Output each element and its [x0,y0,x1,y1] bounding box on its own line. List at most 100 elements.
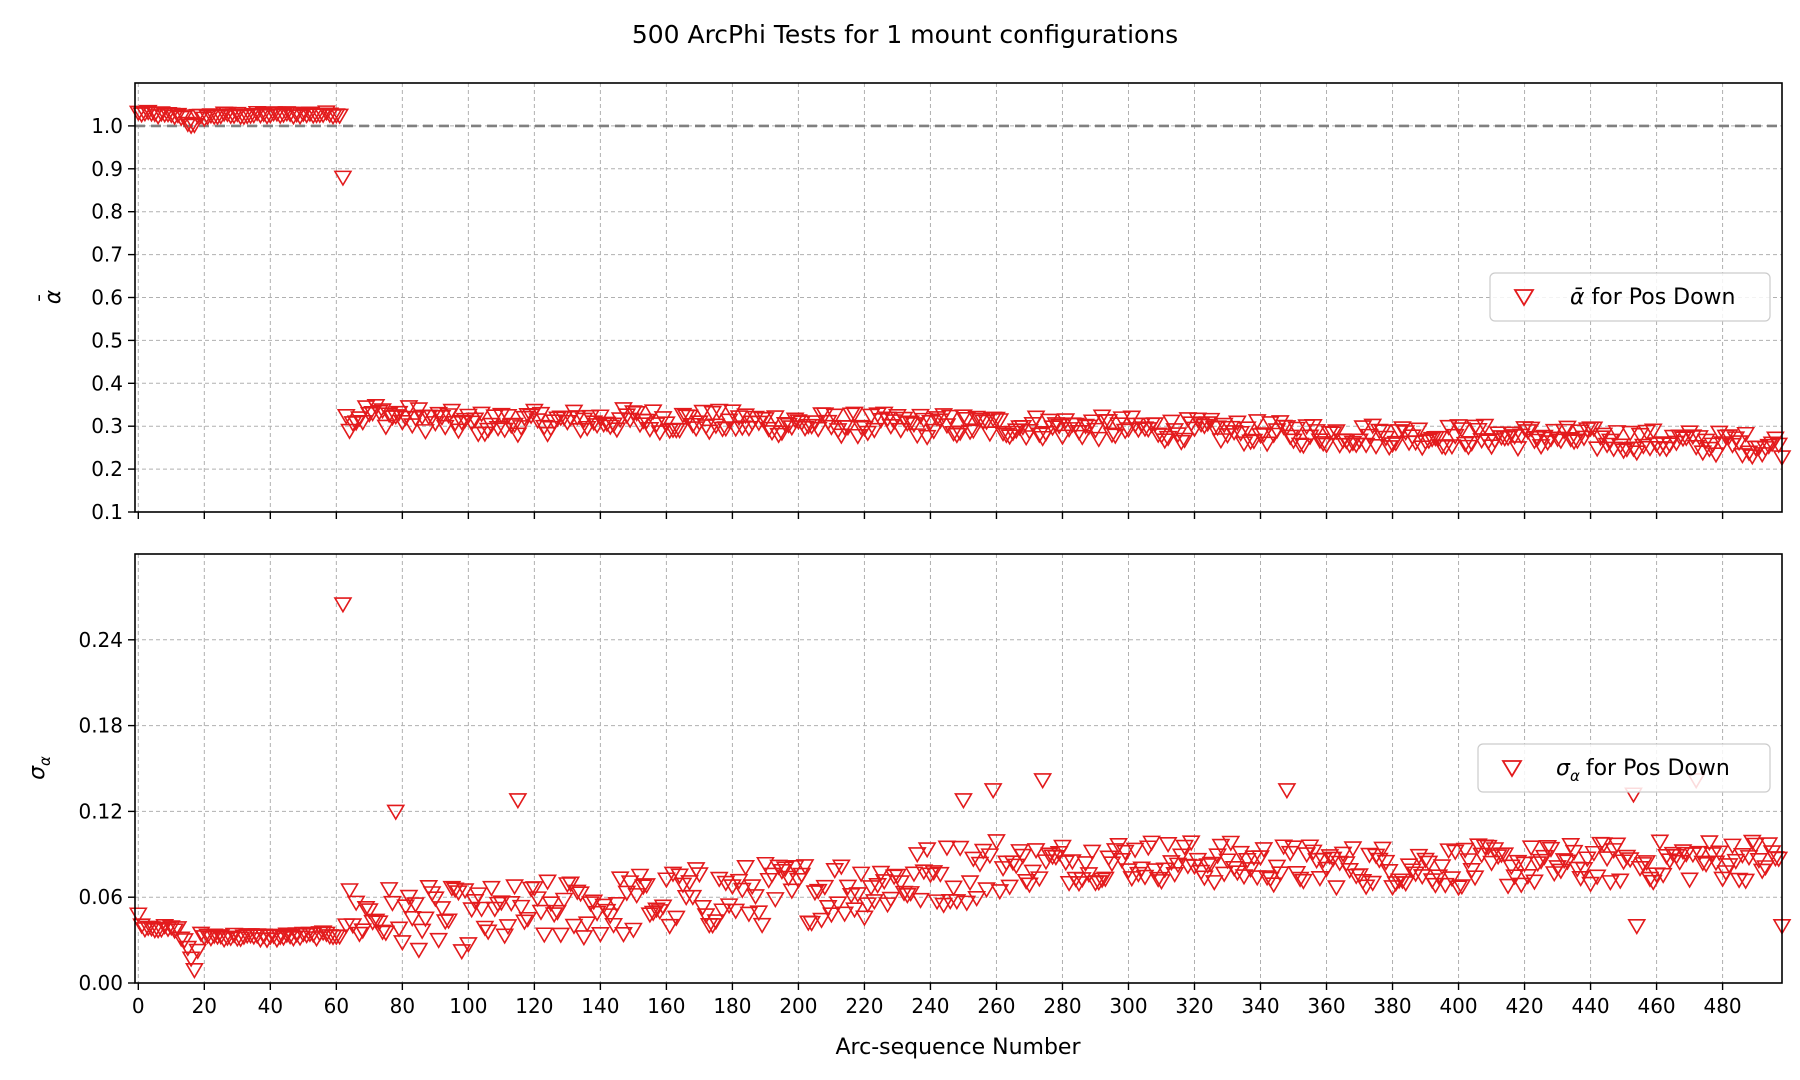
top-data-point [1003,425,1023,442]
bottom-data-point [1564,844,1584,861]
bottom-data-point [1478,839,1498,856]
bottom-data-point [742,879,762,896]
top-data-point [709,403,729,420]
top-data-point [600,419,620,436]
y-tick-label: 0.6 [91,286,123,310]
bottom-data-point [142,921,161,938]
x-tick-label: 240 [911,994,949,1018]
top-data-point [389,405,409,422]
bottom-data-point [1719,858,1739,875]
top-data-point [1429,430,1449,447]
bottom-data-point [1333,846,1353,863]
top-data-point [627,405,647,422]
bottom-data-point [924,865,944,882]
top-data-point [1756,441,1775,458]
top-data-point [1393,421,1412,438]
bottom-data-point [1214,866,1234,883]
x-tick-label: 200 [779,994,817,1018]
bottom-data-point [1650,834,1670,851]
top-data-point [1406,435,1426,452]
bottom-data-point [1505,869,1525,886]
top-data-point [690,415,709,432]
bottom-data-point [175,933,194,950]
top-data-point [577,420,597,437]
bottom-data-point [660,918,680,935]
top-legend-box [1489,272,1771,322]
bottom-data-point [977,882,996,899]
bottom-data-point [607,897,627,914]
top-data-point [597,416,617,433]
bottom-data-point [1742,834,1762,851]
top-data-point [359,407,379,423]
bottom-data-point [1416,852,1435,869]
top-panel: 0.1 0.2 0.3 0.4 0.5 0.6 0.7 0.8 0.9 1.0 α ¯ ᾱ for… [35,82,1792,524]
bottom-data-point [914,864,934,881]
bottom-data-point [1693,855,1713,872]
bottom-data-point [366,913,386,930]
bottom-data-point [1726,853,1746,870]
bottom-data-point [1419,855,1439,872]
bottom-data-point [1551,863,1571,880]
bottom-data-point [1076,856,1095,873]
bottom-data-point [1459,853,1478,870]
top-data-point [416,424,435,441]
bottom-data-point [775,861,795,878]
bottom-data-point [614,927,633,943]
bottom-data-point [455,883,475,900]
bottom-data-point [1247,870,1267,887]
top-data-point [1564,434,1584,451]
bottom-data-point [379,882,399,899]
top-data-point [1366,439,1386,456]
bottom-data-point [1501,859,1521,876]
bottom-data-point [171,931,191,948]
top-data-point [904,417,924,434]
top-data-point [1158,430,1178,447]
x-axis-label: Arc-sequence Number [835,1035,1081,1060]
top-data-point [1409,422,1429,439]
bottom-data-point [376,925,396,942]
bottom-data-point [927,894,947,911]
bottom-data-point [561,876,581,893]
x-tick-label: 140 [581,994,619,1018]
top-data-point [1224,425,1244,442]
bottom-data-point [194,930,214,947]
bottom-data-point [482,880,501,897]
bottom-data-point [1610,873,1630,890]
bottom-data-point [1534,849,1554,866]
bottom-data-point [1445,844,1465,861]
bottom-data-point [412,923,432,940]
x-tick-label: 80 [390,994,415,1018]
top-data-point [1119,422,1138,439]
bottom-data-point [1699,835,1719,852]
top-data-point [1386,435,1406,452]
bottom-data-point [564,918,584,935]
bottom-data-point [518,911,538,928]
top-data-point [505,417,524,434]
bottom-data-point [1663,846,1683,863]
bottom-data-point [416,911,435,928]
bottom-data-point [1577,851,1597,868]
bottom-data-point [1340,862,1360,879]
bottom-data-point [1640,871,1660,888]
top-data-point [353,415,373,432]
figure-title: 500 ArcPhi Tests for 1 mount configurati… [632,20,1178,49]
bottom-data-point [1723,838,1742,855]
bottom-data-point [970,856,990,873]
bottom-data-point [1198,858,1218,875]
top-data-point [1521,421,1541,438]
top-legend-symbol: ᾱ [1570,285,1585,310]
top-data-point [963,423,983,440]
top-data-point [1175,432,1194,449]
bottom-data-point [630,868,650,885]
bottom-data-point [640,907,660,924]
top-data-point [1459,439,1478,456]
bottom-data-point [1145,863,1165,880]
top-data-point [300,106,320,123]
bottom-data-point [244,929,264,946]
top-data-point [1313,436,1333,453]
bottom-data-point [1142,835,1161,852]
bottom-data-point [1254,842,1274,859]
bottom-data-point [1211,838,1231,855]
bottom-y-ticks: 0.00 0.06 0.12 0.18 0.24 [78,628,135,995]
top-data-point [1145,417,1165,434]
